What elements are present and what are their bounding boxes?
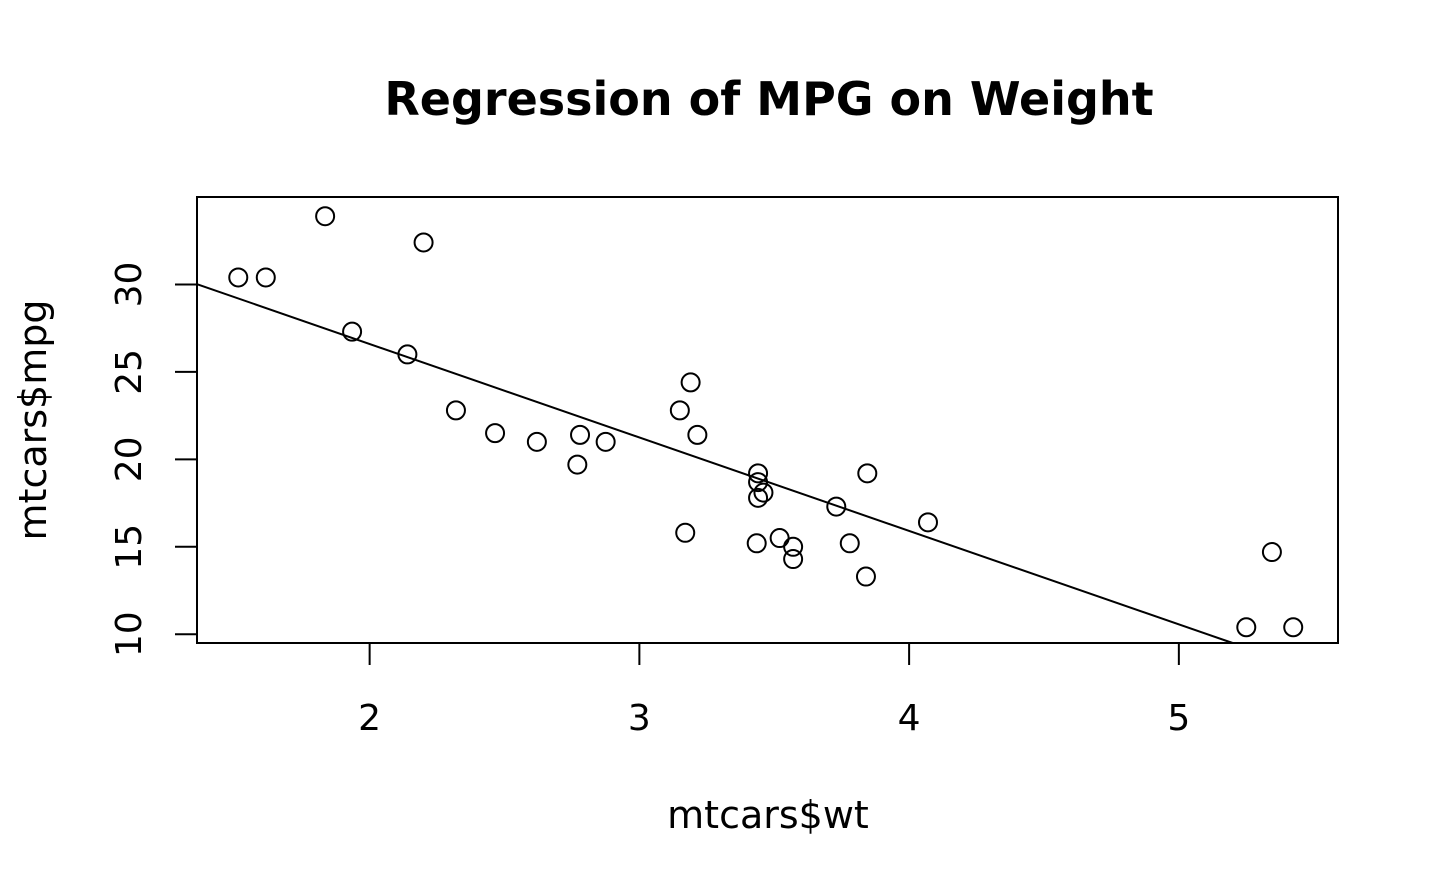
data-point [917, 512, 938, 533]
x-axis: 2 3 4 5 [358, 643, 1190, 739]
data-point [855, 566, 876, 587]
data-point [746, 533, 767, 554]
data-point [857, 463, 878, 484]
y-tick-label: 25 [109, 349, 150, 395]
data-point [669, 400, 690, 421]
regression-line [196, 283, 1233, 644]
data-point [839, 533, 860, 554]
x-tick-label: 5 [1167, 698, 1190, 739]
data-point [783, 536, 804, 557]
y-axis-label: mtcars$mpg [11, 300, 55, 541]
data-point [342, 321, 363, 342]
data-point [570, 424, 591, 445]
data-point [413, 232, 434, 253]
data-point [567, 454, 588, 475]
x-tick-label: 3 [628, 698, 651, 739]
y-tick-label: 30 [109, 262, 150, 308]
data-point [769, 528, 790, 549]
data-point [397, 344, 418, 365]
data-point [1261, 542, 1282, 563]
data-point [1236, 617, 1257, 638]
chart-title: Regression of MPG on Weight [384, 72, 1153, 126]
data-point [315, 206, 336, 227]
data-point [255, 267, 276, 288]
data-point [783, 549, 804, 570]
data-point [1283, 617, 1304, 638]
data-point [680, 372, 701, 393]
y-axis: 10 15 20 25 30 [109, 262, 197, 657]
data-point [753, 482, 774, 503]
data-point [445, 400, 466, 421]
data-point [526, 431, 547, 452]
data-point [748, 472, 769, 493]
data-point [748, 463, 769, 484]
y-tick-label: 20 [109, 436, 150, 482]
plot-frame [196, 196, 1339, 644]
data-point [675, 522, 696, 543]
data-points [228, 206, 1304, 638]
data-point [485, 423, 506, 444]
data-point [748, 487, 769, 508]
data-point [595, 431, 616, 452]
y-tick-label: 15 [109, 524, 150, 570]
x-tick-label: 2 [358, 698, 381, 739]
x-axis-label: mtcars$wt [667, 793, 869, 837]
data-point [687, 424, 708, 445]
data-point [228, 267, 249, 288]
regression-line-group [196, 283, 1233, 644]
y-tick-label: 10 [109, 611, 150, 657]
x-tick-label: 4 [898, 698, 921, 739]
data-point [826, 496, 847, 517]
